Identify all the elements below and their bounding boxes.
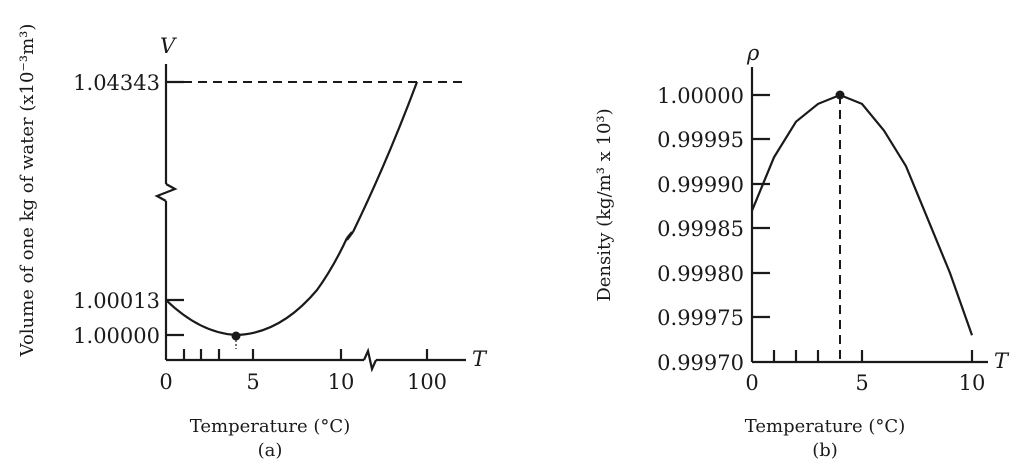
y-tick-label-b-5: 0.99980 (657, 262, 744, 286)
series-line-b (750, 93, 974, 336)
y-tick-label-b-3: 0.99990 (657, 173, 744, 197)
x-axis-title-b: Temperature (°C) (745, 416, 905, 437)
x-axis-symbol-b: T (994, 349, 1010, 373)
y-tick-label-b-2: 0.99995 (657, 128, 744, 152)
chart-a: V 1.04343 1.00013 1.00000 0 5 10 100 T (17, 24, 488, 461)
panel-label-b: (b) (812, 440, 838, 461)
x-tick-label-a-5: 5 (246, 370, 259, 394)
max-point-b (835, 90, 845, 100)
y-tick-label-a-1: 1.04343 (73, 71, 160, 95)
y-axis-symbol-a: V (160, 34, 177, 58)
x-axis-break-a (362, 347, 378, 373)
y-tick-label-b-7: 0.99970 (657, 351, 744, 375)
series-line-a-lower (165, 237, 348, 337)
x-tick-label-a-0: 0 (159, 370, 172, 394)
y-tick-label-b-6: 0.99975 (657, 306, 744, 330)
y-tick-label-a-3: 1.00000 (73, 324, 160, 348)
x-tick-label-b-5: 5 (855, 371, 868, 395)
x-tick-label-b-10: 10 (959, 371, 986, 395)
y-axis-symbol-b: ρ (746, 41, 760, 65)
y-tick-label-b-4: 0.99985 (657, 217, 744, 241)
series-break-a (346, 231, 354, 241)
panel-label-a: (a) (258, 440, 283, 461)
y-axis-title-b: Density (kg/m³ x 10³) (594, 108, 615, 301)
x-tick-label-a-10: 10 (328, 370, 355, 394)
y-tick-label-a-2: 1.00013 (73, 289, 160, 313)
y-axis-break-a (154, 183, 178, 202)
y-tick-label-b-1: 1.00000 (657, 84, 744, 108)
x-tick-label-b-0: 0 (745, 371, 758, 395)
min-point-a (231, 331, 241, 341)
chart-b: ρ T 1.00000 0.99995 0.99990 0.99985 0.99… (594, 41, 1010, 461)
x-axis-symbol-a: T (472, 347, 488, 371)
x-axis-title-a: Temperature (°C) (190, 416, 350, 437)
series-line-a-upper (352, 81, 419, 233)
x-tick-label-a-100: 100 (407, 370, 447, 394)
y-axis-title-a: Volume of one kg of water (x10⁻³m³) (17, 24, 38, 358)
